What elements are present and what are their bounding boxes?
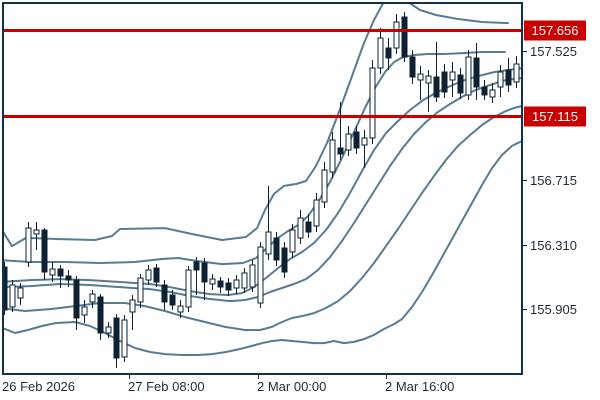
bull-candle-body	[313, 199, 320, 227]
bull-candle-body	[33, 229, 40, 235]
bear-candle-body	[201, 262, 208, 283]
bull-candle-body	[177, 305, 184, 313]
x-axis-label: 26 Feb 2026	[2, 379, 75, 394]
bull-candle-body	[417, 73, 424, 81]
bull-candle-body	[9, 284, 16, 308]
bear-candle-body	[73, 279, 80, 319]
y-axis-label: 155.905	[530, 302, 577, 317]
bear-candle-body	[481, 86, 488, 96]
x-axis-label: 27 Feb 08:00	[128, 379, 205, 394]
bull-candle-body	[241, 272, 248, 289]
candles-group	[4, 11, 520, 369]
bear-candle-body	[113, 317, 120, 359]
bear-candle-body	[473, 57, 480, 88]
price-level-badge	[524, 106, 586, 127]
bull-candle-body	[497, 71, 504, 88]
bear-candle-body	[193, 261, 200, 271]
bull-candle-body	[49, 268, 56, 276]
price-level-badge-label: 157.656	[532, 23, 579, 38]
bull-candle-body	[321, 169, 328, 203]
bear-candle-body	[41, 229, 48, 273]
bear-candle-body	[505, 69, 512, 86]
bear-candle-body	[217, 280, 224, 288]
lower-outer-band-line	[4, 140, 522, 356]
y-axis-label: 156.715	[530, 173, 577, 188]
bull-candle-body	[17, 287, 24, 299]
bull-candle-body	[289, 229, 296, 253]
bull-candle-body	[345, 133, 352, 151]
bull-candle-body	[361, 137, 368, 146]
bull-candle-body	[329, 139, 336, 173]
upper-outer-band-line	[4, 4, 509, 248]
price-level-badge-label: 157.115	[532, 109, 578, 124]
bear-candle-body	[305, 221, 312, 233]
bear-candle-body	[153, 267, 160, 283]
bull-candle-body	[209, 278, 216, 285]
plot-frame	[2, 2, 523, 375]
lower-inner-band-line	[4, 105, 522, 331]
bear-candle-body	[433, 76, 440, 98]
price-level-badge	[524, 20, 586, 41]
bear-candle-body	[457, 74, 464, 94]
bull-candle-body	[297, 217, 304, 239]
x-axis-label: 2 Mar 16:00	[385, 379, 454, 394]
bear-candle-body	[225, 282, 232, 291]
bull-candle-body	[145, 269, 152, 281]
bear-candle-body	[409, 56, 416, 78]
bull-candle-body	[425, 75, 432, 84]
bull-candle-body	[449, 71, 456, 81]
bull-candle-body	[465, 56, 472, 96]
bull-candle-body	[185, 269, 192, 308]
bull-candle-body	[257, 246, 264, 304]
bear-candle-body	[161, 284, 168, 303]
bear-candle-body	[97, 296, 104, 334]
bull-candle-body	[377, 37, 384, 69]
bull-candle-body	[369, 67, 376, 139]
plot-area	[4, 4, 522, 369]
bear-candle-body	[401, 16, 408, 58]
bull-candle-body	[489, 89, 496, 98]
bear-candle-body	[169, 294, 176, 306]
bull-candle-body	[129, 299, 136, 313]
bull-candle-body	[513, 63, 520, 83]
bull-candle-body	[393, 21, 400, 49]
bull-candle-body	[121, 319, 128, 358]
bull-candle-body	[137, 277, 144, 303]
y-axis-label: 157.525	[530, 44, 577, 59]
bear-candle-body	[353, 131, 360, 149]
bear-candle-body	[57, 268, 64, 277]
bear-candle-body	[441, 71, 448, 93]
bear-candle-body	[65, 275, 72, 281]
bull-candle-body	[81, 306, 88, 316]
bull-candle-body	[265, 231, 272, 255]
bear-candle-body	[273, 237, 280, 261]
middle-band-slow-line	[4, 77, 522, 303]
bear-candle-body	[4, 266, 8, 311]
x-axis-label: 2 Mar 00:00	[257, 379, 326, 394]
y-axis-label: 156.310	[530, 238, 577, 253]
bull-candle-body	[25, 227, 32, 263]
bull-candle-body	[89, 293, 96, 303]
bear-candle-body	[281, 247, 288, 273]
bull-candle-body	[233, 279, 240, 289]
bear-candle-body	[385, 47, 392, 59]
bear-candle-body	[337, 147, 344, 155]
bull-candle-body	[249, 264, 256, 288]
bull-candle-body	[105, 326, 112, 334]
